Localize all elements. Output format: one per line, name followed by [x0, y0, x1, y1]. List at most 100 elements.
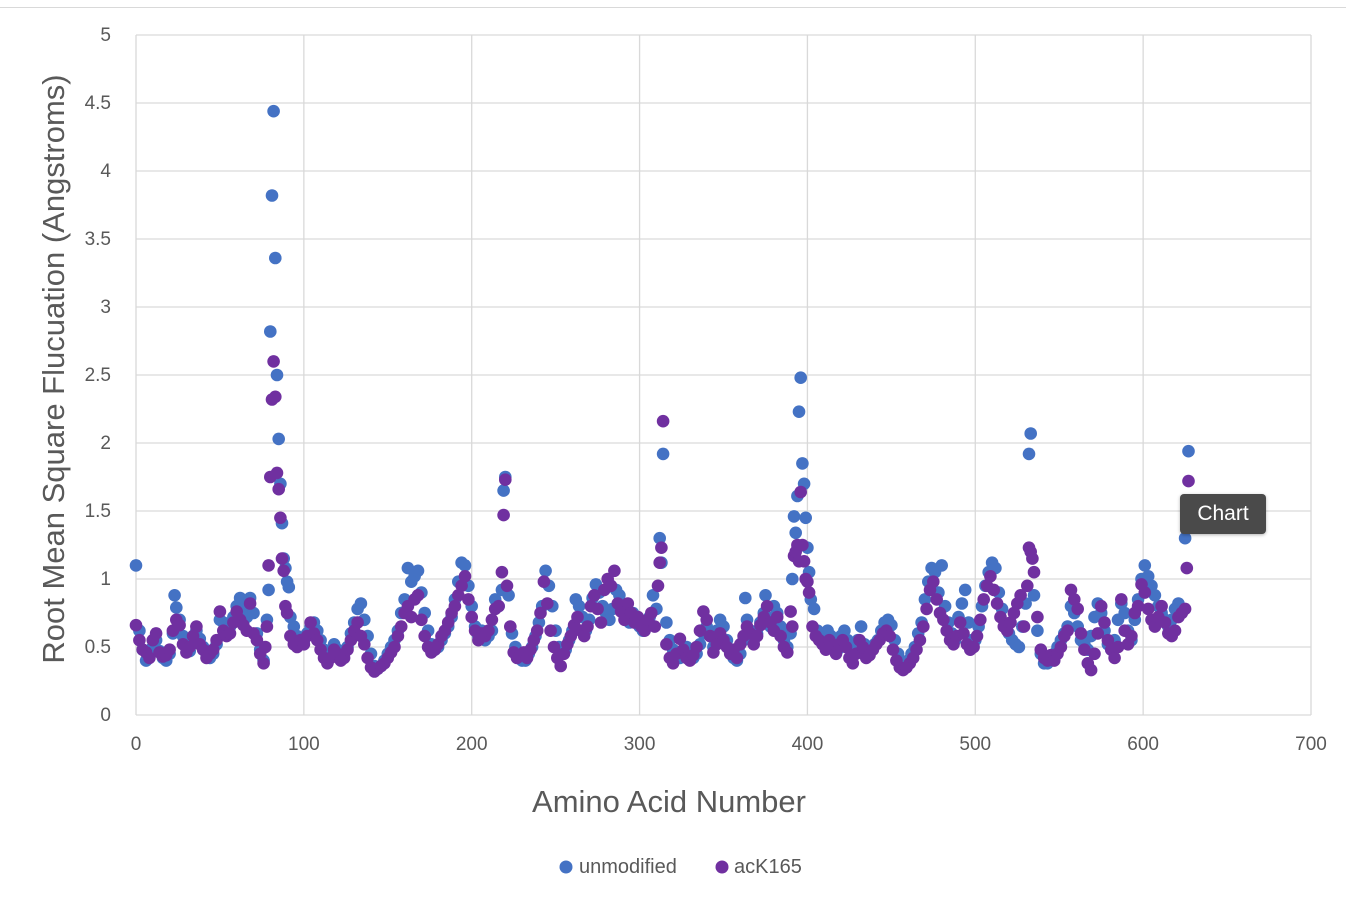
data-point-acK165[interactable]: [638, 624, 651, 637]
data-point-acK165[interactable]: [257, 657, 270, 670]
data-point-unmodified[interactable]: [935, 559, 948, 572]
data-point-acK165[interactable]: [1115, 593, 1128, 606]
data-point-acK165[interactable]: [588, 589, 601, 602]
data-point-acK165[interactable]: [1125, 629, 1138, 643]
data-point-acK165[interactable]: [243, 597, 257, 610]
data-point-acK165[interactable]: [388, 640, 401, 654]
data-point-acK165[interactable]: [594, 616, 608, 629]
data-point-acK165[interactable]: [1178, 602, 1192, 616]
data-point-acK165[interactable]: [210, 633, 223, 647]
data-point-acK165[interactable]: [760, 599, 774, 613]
data-point-acK165[interactable]: [784, 605, 797, 618]
data-point-acK165[interactable]: [770, 610, 784, 624]
data-point-unmodified[interactable]: [739, 591, 752, 605]
data-point-acK165[interactable]: [1155, 599, 1168, 613]
data-point-acK165[interactable]: [1064, 583, 1078, 597]
data-point-acK165[interactable]: [974, 613, 987, 627]
data-point-acK165[interactable]: [927, 575, 940, 588]
data-point-acK165[interactable]: [673, 632, 687, 646]
data-point-acK165[interactable]: [448, 599, 462, 613]
data-point-acK165[interactable]: [1026, 552, 1039, 565]
data-point-acK165[interactable]: [1078, 643, 1091, 656]
data-point-acK165[interactable]: [1182, 474, 1195, 488]
data-point-unmodified[interactable]: [411, 564, 425, 578]
data-point-unmodified[interactable]: [787, 510, 801, 523]
data-point-acK165[interactable]: [391, 629, 405, 643]
data-point-acK165[interactable]: [524, 643, 537, 656]
data-point-acK165[interactable]: [223, 627, 237, 640]
data-point-unmodified[interactable]: [786, 572, 799, 586]
data-point-acK165[interactable]: [534, 606, 547, 620]
data-point-acK165[interactable]: [1074, 627, 1088, 640]
data-point-acK165[interactable]: [274, 511, 287, 525]
data-point-unmodified[interactable]: [168, 589, 181, 602]
data-point-unmodified[interactable]: [799, 511, 812, 525]
data-point-acK165[interactable]: [497, 508, 510, 522]
data-point-acK165[interactable]: [547, 640, 561, 654]
data-point-unmodified[interactable]: [1022, 447, 1036, 461]
data-point-acK165[interactable]: [886, 643, 900, 656]
data-point-acK165[interactable]: [977, 593, 990, 606]
data-point-acK165[interactable]: [394, 620, 408, 633]
data-point-unmodified[interactable]: [646, 589, 660, 602]
data-point-acK165[interactable]: [311, 633, 324, 647]
data-point-acK165[interactable]: [987, 583, 1001, 597]
data-point-acK165[interactable]: [796, 538, 809, 552]
data-point-acK165[interactable]: [269, 390, 282, 404]
data-point-unmodified[interactable]: [656, 447, 670, 461]
data-point-acK165[interactable]: [656, 414, 670, 428]
data-point-acK165[interactable]: [1091, 627, 1105, 640]
data-point-acK165[interactable]: [1054, 640, 1068, 654]
data-point-acK165[interactable]: [910, 643, 923, 656]
data-point-acK165[interactable]: [653, 556, 666, 569]
data-point-acK165[interactable]: [1148, 620, 1162, 633]
data-point-acK165[interactable]: [304, 616, 317, 629]
data-point-acK165[interactable]: [797, 555, 811, 568]
data-point-acK165[interactable]: [564, 629, 578, 643]
data-point-acK165[interactable]: [1031, 610, 1044, 624]
data-point-unmodified[interactable]: [807, 602, 821, 616]
data-point-acK165[interactable]: [794, 485, 807, 499]
data-point-acK165[interactable]: [1071, 602, 1084, 616]
data-point-unmodified[interactable]: [265, 189, 279, 202]
data-point-acK165[interactable]: [937, 613, 950, 627]
data-point-unmodified[interactable]: [660, 616, 673, 629]
data-point-acK165[interactable]: [591, 602, 604, 616]
data-point-acK165[interactable]: [1094, 599, 1108, 613]
data-point-acK165[interactable]: [645, 606, 658, 620]
data-point-acK165[interactable]: [499, 473, 512, 487]
data-point-unmodified[interactable]: [264, 325, 277, 338]
data-point-unmodified[interactable]: [272, 432, 286, 446]
data-point-acK165[interactable]: [730, 651, 744, 665]
data-point-acK165[interactable]: [750, 629, 764, 643]
data-point-acK165[interactable]: [270, 466, 284, 480]
data-point-acK165[interactable]: [133, 633, 146, 647]
data-point-acK165[interactable]: [631, 610, 645, 624]
data-point-acK165[interactable]: [1180, 561, 1194, 575]
data-point-acK165[interactable]: [1138, 586, 1152, 599]
data-point-unmodified[interactable]: [789, 526, 802, 540]
data-point-acK165[interactable]: [801, 575, 814, 588]
data-point-acK165[interactable]: [1098, 616, 1111, 629]
data-point-acK165[interactable]: [1111, 640, 1125, 654]
data-point-acK165[interactable]: [1168, 624, 1182, 637]
data-point-unmodified[interactable]: [287, 620, 301, 633]
data-point-acK165[interactable]: [786, 620, 799, 633]
data-point-acK165[interactable]: [530, 624, 544, 637]
data-point-unmodified[interactable]: [129, 559, 143, 572]
data-point-acK165[interactable]: [604, 579, 618, 593]
data-point-acK165[interactable]: [554, 659, 567, 673]
data-point-acK165[interactable]: [1068, 593, 1081, 606]
data-point-acK165[interactable]: [250, 633, 264, 647]
data-point-acK165[interactable]: [802, 586, 816, 599]
data-point-acK165[interactable]: [465, 610, 479, 624]
data-point-acK165[interactable]: [272, 482, 286, 496]
data-point-acK165[interactable]: [1061, 624, 1074, 637]
data-point-acK165[interactable]: [1158, 616, 1172, 629]
data-point-acK165[interactable]: [418, 629, 432, 643]
data-point-acK165[interactable]: [608, 564, 621, 578]
data-point-acK165[interactable]: [953, 616, 967, 629]
data-point-unmodified[interactable]: [653, 531, 666, 545]
data-point-acK165[interactable]: [1101, 633, 1115, 647]
